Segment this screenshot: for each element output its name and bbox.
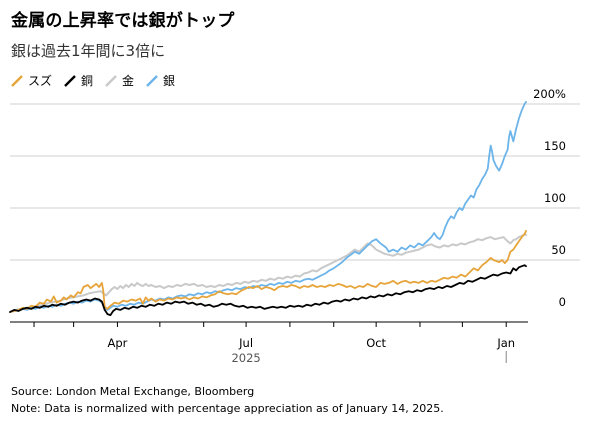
- x-axis: Apr Jul Oct Jan 2025: [10, 321, 528, 365]
- chart-subtitle: 銀は過去1年間に3倍に: [11, 42, 166, 60]
- chart-title: 金属の上昇率では銀がトップ: [11, 11, 235, 31]
- series-line-copper: [9, 264, 527, 317]
- legend-swatch-silver: [146, 74, 158, 87]
- x-tick-label: Jul: [238, 336, 253, 350]
- x-tick-label: Jan: [496, 336, 515, 350]
- legend-item-silver: 銀: [146, 72, 175, 89]
- series-line-gold: [9, 233, 527, 313]
- y-tick-label: 100: [544, 191, 566, 205]
- legend: スズ 銅 金 銀: [11, 72, 187, 89]
- legend-label-tin: スズ: [28, 74, 53, 88]
- legend-label-copper: 銅: [81, 74, 94, 88]
- legend-item-gold: 金: [105, 72, 134, 89]
- legend-label-gold: 金: [122, 74, 135, 88]
- y-tick-label: 0: [559, 295, 566, 309]
- legend-item-tin: スズ: [11, 72, 52, 89]
- footnote: Note: Data is normalized with percentage…: [11, 402, 444, 415]
- legend-item-copper: 銅: [64, 72, 93, 89]
- legend-swatch-gold: [105, 74, 117, 87]
- x-tick-label: Oct: [366, 336, 386, 350]
- y-tick-label: 150: [544, 139, 566, 153]
- x-year-label: 2025: [231, 351, 260, 365]
- legend-swatch-copper: [64, 74, 76, 87]
- y-tick-label: 50: [551, 243, 566, 257]
- gridlines: [10, 103, 580, 261]
- x-tick-label: Apr: [107, 336, 127, 350]
- y-axis-ticks: 0 50 100 150 200%: [533, 87, 566, 309]
- legend-label-silver: 銀: [163, 74, 176, 88]
- series-lines: [9, 101, 527, 317]
- series-line-tin: [9, 229, 527, 313]
- y-tick-label: 200%: [533, 87, 566, 101]
- legend-swatch-tin: [11, 74, 23, 87]
- source-note: Source: London Metal Exchange, Bloomberg: [11, 385, 255, 398]
